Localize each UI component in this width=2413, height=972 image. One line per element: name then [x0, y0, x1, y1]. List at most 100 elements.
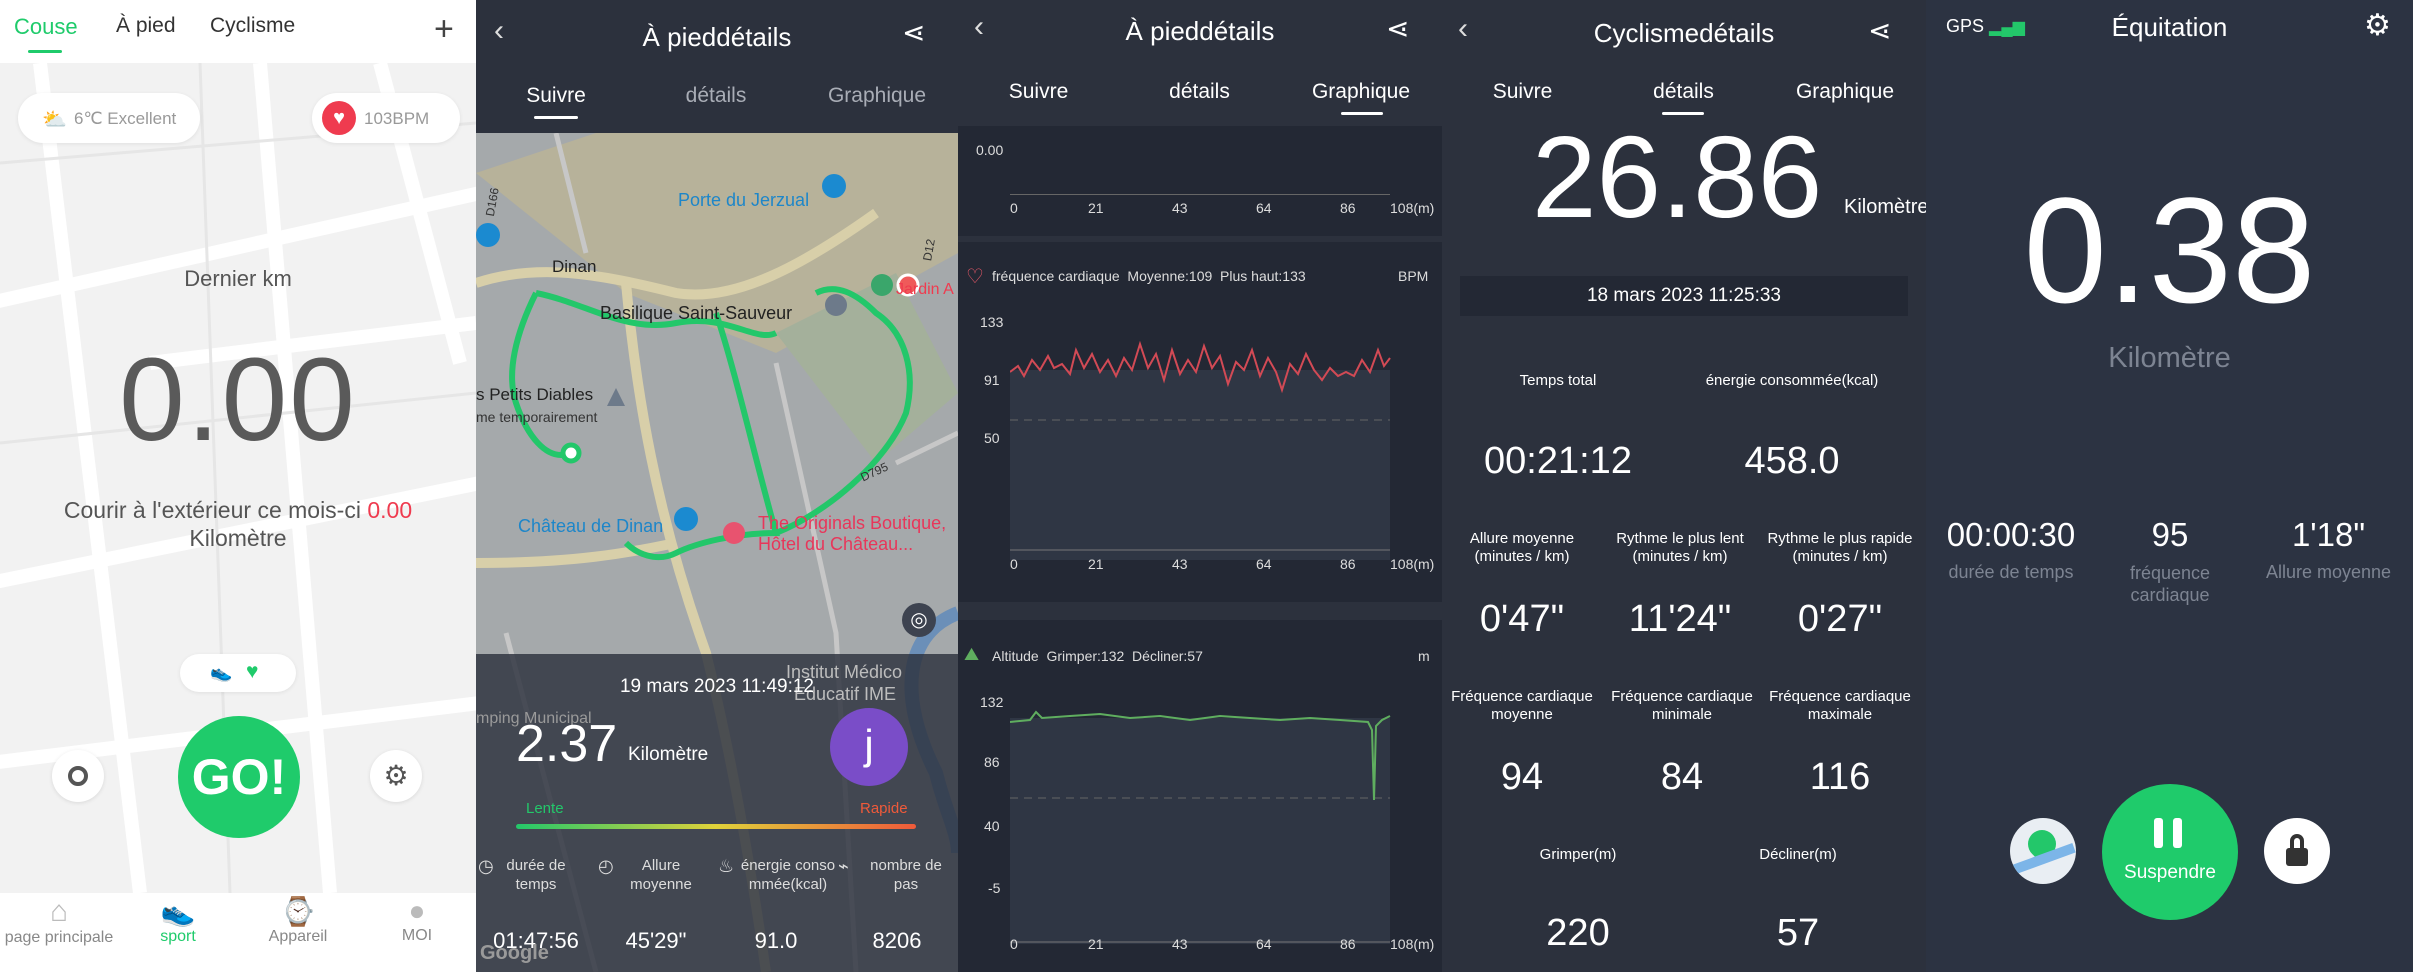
alt-y-tick-132: 132: [980, 694, 1004, 710]
pause-button[interactable]: Suspendre: [2102, 784, 2238, 920]
target-button[interactable]: [52, 750, 104, 802]
heart-icon: ♥: [246, 660, 259, 683]
back-icon[interactable]: ‹: [494, 14, 504, 47]
activity-toggle[interactable]: 👟 ♥: [180, 654, 296, 692]
pace-gradient-bar: [516, 824, 916, 829]
tab-track[interactable]: Suivre: [1008, 80, 1069, 103]
distance-unit: Kilomètre: [628, 744, 709, 765]
alt-unit: m: [1418, 648, 1430, 664]
tab-track[interactable]: Suivre: [526, 84, 586, 107]
pause-label: Suspendre: [2124, 862, 2216, 883]
tab-details-underline: [1662, 112, 1704, 115]
share-icon[interactable]: ⋖: [1386, 13, 1410, 44]
heart-outline-icon: ♡: [966, 266, 984, 288]
nav-device[interactable]: ⌚ Appareil: [238, 895, 358, 946]
nav-home-label: page principale: [4, 929, 114, 946]
map-label-porte: Porte du Jerzual: [678, 190, 810, 210]
hr-y-tick-50: 50: [984, 430, 1000, 446]
hr-unit: BPM: [1398, 268, 1429, 284]
descend-value: 57: [1776, 912, 1820, 954]
map-button[interactable]: [2010, 818, 2076, 884]
alt-x-tick-0: 0: [1010, 936, 1018, 952]
pace-x-tick-2: 43: [1172, 200, 1188, 216]
altitude-line-chart: [1010, 710, 1391, 944]
page-title: Cyclismedétails: [1593, 18, 1775, 48]
total-time-value: 00:21:12: [1484, 440, 1632, 482]
pace-x-tick-1: 21: [1088, 200, 1104, 216]
map-label-petits-diables: s Petits Diables: [476, 385, 594, 404]
alt-x-tick-4: 86: [1340, 936, 1356, 952]
gps-label: GPS: [1946, 16, 1985, 36]
summary-panel: Institut Médico Educatif IME mping Munic…: [476, 654, 958, 972]
pace-label-slow: Lente: [526, 800, 564, 817]
pace-x-tick-3: 64: [1256, 200, 1272, 216]
share-icon[interactable]: ⋖: [902, 17, 926, 48]
settings-button[interactable]: ⚙: [370, 750, 422, 802]
map-label-boutique: The Originals Boutique, Hôtel du Château…: [758, 513, 946, 555]
tab-details[interactable]: détails: [685, 84, 747, 107]
target-icon: [68, 766, 88, 786]
share-icon[interactable]: ⋖: [1868, 15, 1892, 46]
lock-icon: [2286, 834, 2308, 868]
heart-rate-text: 103BPM: [364, 109, 430, 128]
nav-home[interactable]: ⌂ page principale: [0, 895, 118, 947]
alt-x-tick-2: 43: [1172, 936, 1188, 952]
tab-chart[interactable]: Graphique: [1311, 80, 1411, 103]
tab-details[interactable]: détails: [1653, 80, 1714, 103]
walking-chart-screen: ‹ À pieddétails ⋖ Suivre détails Graphiq…: [958, 0, 1442, 972]
hr-avg-label: Fréquence cardiaque moyenne: [1451, 688, 1593, 723]
tab-cycling[interactable]: Cyclisme: [210, 14, 296, 37]
hr-min-value: 84: [1660, 756, 1704, 798]
stat-pace-value: 1'18": [2291, 516, 2366, 553]
horse-riding-live-screen: GPS ▂▄▆ Équitation ⚙ 0.38 Kilomètre 00:0…: [1926, 0, 2413, 972]
go-button[interactable]: GO!: [178, 716, 300, 838]
boutique-line1: The Originals Boutique,: [758, 513, 947, 533]
nav-sport[interactable]: 👟 sport: [118, 895, 238, 946]
alt-header: Altitude Grimper:132 Décliner:57: [992, 648, 1203, 664]
back-icon[interactable]: ‹: [1458, 12, 1468, 45]
pace-x-tick-4: 86: [1340, 200, 1356, 216]
tab-chart[interactable]: Graphique: [827, 84, 927, 107]
tab-course[interactable]: Couse: [14, 14, 78, 39]
mountain-icon: ⛰: [964, 644, 980, 664]
gear-icon: ⚙: [383, 760, 409, 791]
map-label-institut: Institut Médico: [786, 662, 903, 682]
hr-y-tick-91: 91: [984, 372, 1000, 388]
heart-rate-pill[interactable]: ♥ 103BPM: [312, 93, 460, 143]
watch-icon: ⌚: [280, 896, 316, 927]
user-avatar[interactable]: j: [830, 708, 908, 786]
map-label-jardin: Jardin A: [896, 281, 954, 298]
nav-me[interactable]: ● MOI: [358, 895, 476, 945]
stat-heart-label: fréquence cardiaque: [2129, 563, 2211, 605]
monthly-value: 0.00: [367, 497, 413, 523]
back-icon[interactable]: ‹: [974, 10, 984, 43]
tab-chart[interactable]: Graphique: [1795, 80, 1895, 103]
running-home-screen: Couse À pied Cyclisme + ⛅ 6℃ Excellent: [0, 0, 476, 972]
tab-track[interactable]: Suivre: [1492, 80, 1553, 103]
alt-x-tick-3: 64: [1256, 936, 1272, 952]
tab-walking[interactable]: À pied: [116, 14, 176, 37]
top-tab-bar: [0, 0, 476, 63]
locate-button[interactable]: ◎: [902, 603, 936, 637]
last-km-label: Dernier km: [184, 266, 292, 291]
nav-me-label: MOI: [401, 927, 433, 944]
settings-gear-icon[interactable]: ⚙: [2364, 9, 2391, 42]
lock-button[interactable]: [2264, 818, 2330, 884]
distance-value: 0.38: [2023, 166, 2316, 334]
home-icon: ⌂: [49, 895, 69, 928]
fastest-pace-label: Rythme le plus rapide (minutes / km): [1767, 530, 1913, 565]
add-icon[interactable]: +: [434, 10, 454, 48]
pace-x-tick-5: 108(m): [1390, 200, 1435, 216]
weather-pill: ⛅ 6℃ Excellent: [18, 93, 200, 143]
stat-pace-value: 45'29": [625, 928, 687, 953]
hr-line-chart: [1010, 340, 1391, 560]
distance-value: 26.86: [1532, 112, 1823, 242]
flame-icon: ♨: [718, 856, 735, 876]
tab-details[interactable]: détails: [1169, 80, 1230, 103]
weather-text: 6℃ Excellent: [74, 109, 177, 128]
stat-pace-label: Allure moyenne: [2265, 562, 2392, 582]
map-label-educatif: Educatif IME: [794, 684, 897, 704]
alt-y-tick-86: 86: [984, 754, 1000, 770]
pause-icon: [2154, 818, 2184, 848]
climb-label: Grimper(m): [1539, 846, 1617, 863]
